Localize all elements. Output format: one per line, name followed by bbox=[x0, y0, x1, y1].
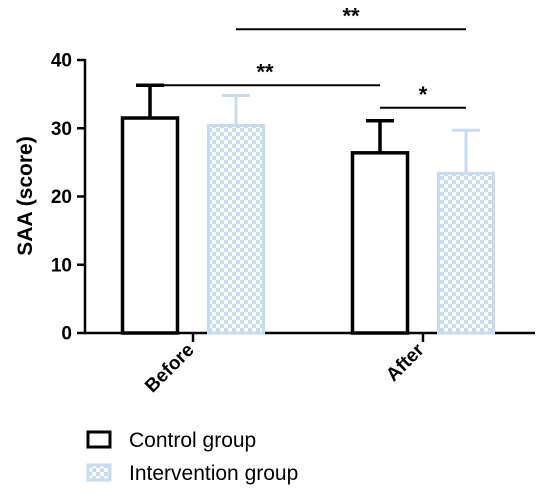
bar bbox=[120, 116, 180, 335]
y-tick-label: 0 bbox=[61, 324, 72, 345]
bar bbox=[437, 171, 495, 335]
y-axis-title: SAA (score) bbox=[14, 136, 37, 255]
significance-label: ** bbox=[256, 59, 274, 84]
significance-annotations: ***** bbox=[150, 3, 466, 109]
chart-legend: Control group Intervention group bbox=[86, 429, 298, 485]
y-tick-label: 40 bbox=[51, 51, 72, 72]
significance-label: * bbox=[419, 82, 428, 107]
legend-label: Intervention group bbox=[129, 462, 298, 485]
y-tick-label: 10 bbox=[51, 255, 72, 276]
legend-swatch bbox=[86, 463, 112, 482]
chart-bars bbox=[120, 83, 495, 335]
bar bbox=[350, 151, 410, 335]
bar bbox=[207, 124, 265, 335]
significance-label: ** bbox=[342, 3, 360, 28]
legend-label: Control group bbox=[129, 429, 256, 452]
y-tick-label: 20 bbox=[51, 187, 72, 208]
x-tick-label: Before bbox=[141, 340, 198, 397]
x-tick-label: After bbox=[382, 339, 429, 386]
legend-swatch bbox=[86, 430, 112, 449]
y-tick-label: 30 bbox=[51, 119, 72, 140]
